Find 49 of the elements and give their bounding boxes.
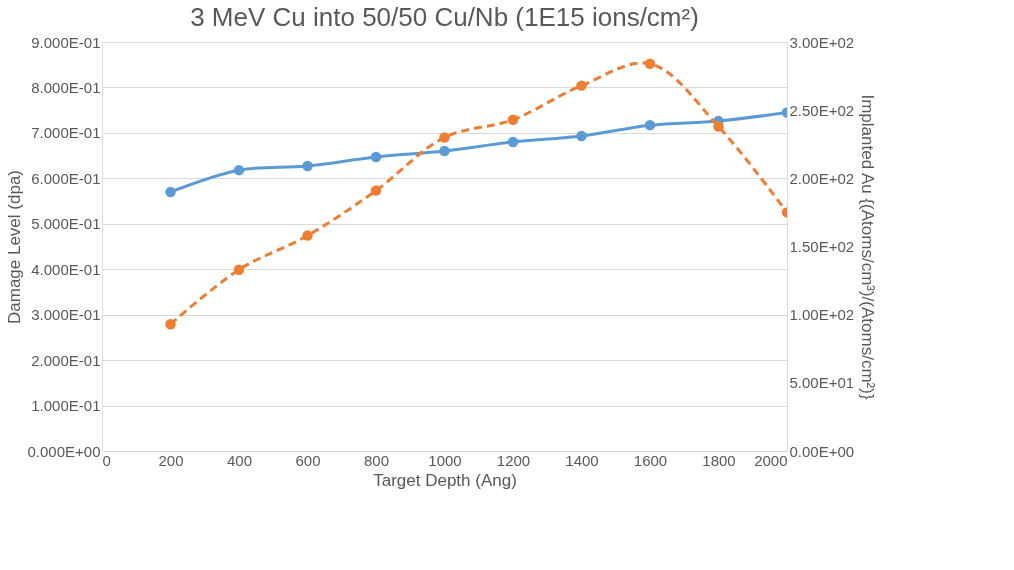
y2-tick-label: 0.00E+00 [789,442,855,460]
point [370,185,382,196]
y2-tick-label: 2.00E+02 [789,169,855,187]
x-tick-label: 2000 [754,451,788,469]
point [165,318,176,330]
point [233,164,245,176]
point [302,230,313,241]
y-axis-title: Damage Level (dpa) [4,169,24,325]
y-tick-label: 6.000E-01 [31,169,101,187]
y2-tick-label: 1.00E+02 [789,306,855,324]
y-tick-label: 0.000E+00 [27,442,101,460]
x-tick-label: 600 [295,451,321,469]
x-tick-label: 1600 [633,451,668,469]
y2-tick-label: 1.50E+02 [789,238,855,255]
point [507,136,519,148]
x-tick-label: 1400 [565,451,599,469]
y2-tick-label: 5.00E+01 [789,374,855,392]
point [165,186,176,198]
y2-tick-label: 2.50E+02 [789,101,855,119]
x-tick-label: 1800 [702,451,736,469]
point [439,132,450,143]
x-tick-label: 1200 [496,451,531,469]
y-tick-label: 5.000E-01 [31,215,101,233]
point [713,121,724,132]
point [576,130,587,142]
point [439,145,450,157]
y2-axis-title: Implanted Au {(Atoms/cm³)/(Atoms/cm²)} [858,94,878,400]
y-tick-label: 7.000E-01 [31,124,101,142]
y-tick-label: 3.000E-01 [31,306,101,324]
x-tick-label: 800 [363,451,390,469]
y-tick-label: 1.000E-01 [31,397,101,415]
y-tick-label: 8.000E-01 [31,78,101,96]
x-tick-label: 0 [102,451,111,469]
x-tick-label: 400 [226,451,253,469]
x-tick-label: 1000 [428,451,462,469]
y-tick-label: 4.000E-01 [31,260,101,278]
x-tick-label: 200 [158,451,184,469]
point [576,80,587,91]
x-axis-title: Target Depth (Ang) [373,470,517,490]
chart-title: 3 MeV Cu into 50/50 Cu/Nb (1E15 ions/cm²) [190,2,699,32]
y2-tick-label: 3.00E+02 [789,33,855,51]
point [370,151,382,163]
point [644,58,656,70]
point [644,119,656,131]
point [233,264,245,275]
point [507,114,519,125]
y-tick-label: 2.000E-01 [31,351,101,369]
y-tick-label: 9.000E-01 [31,33,101,51]
point [302,160,313,172]
